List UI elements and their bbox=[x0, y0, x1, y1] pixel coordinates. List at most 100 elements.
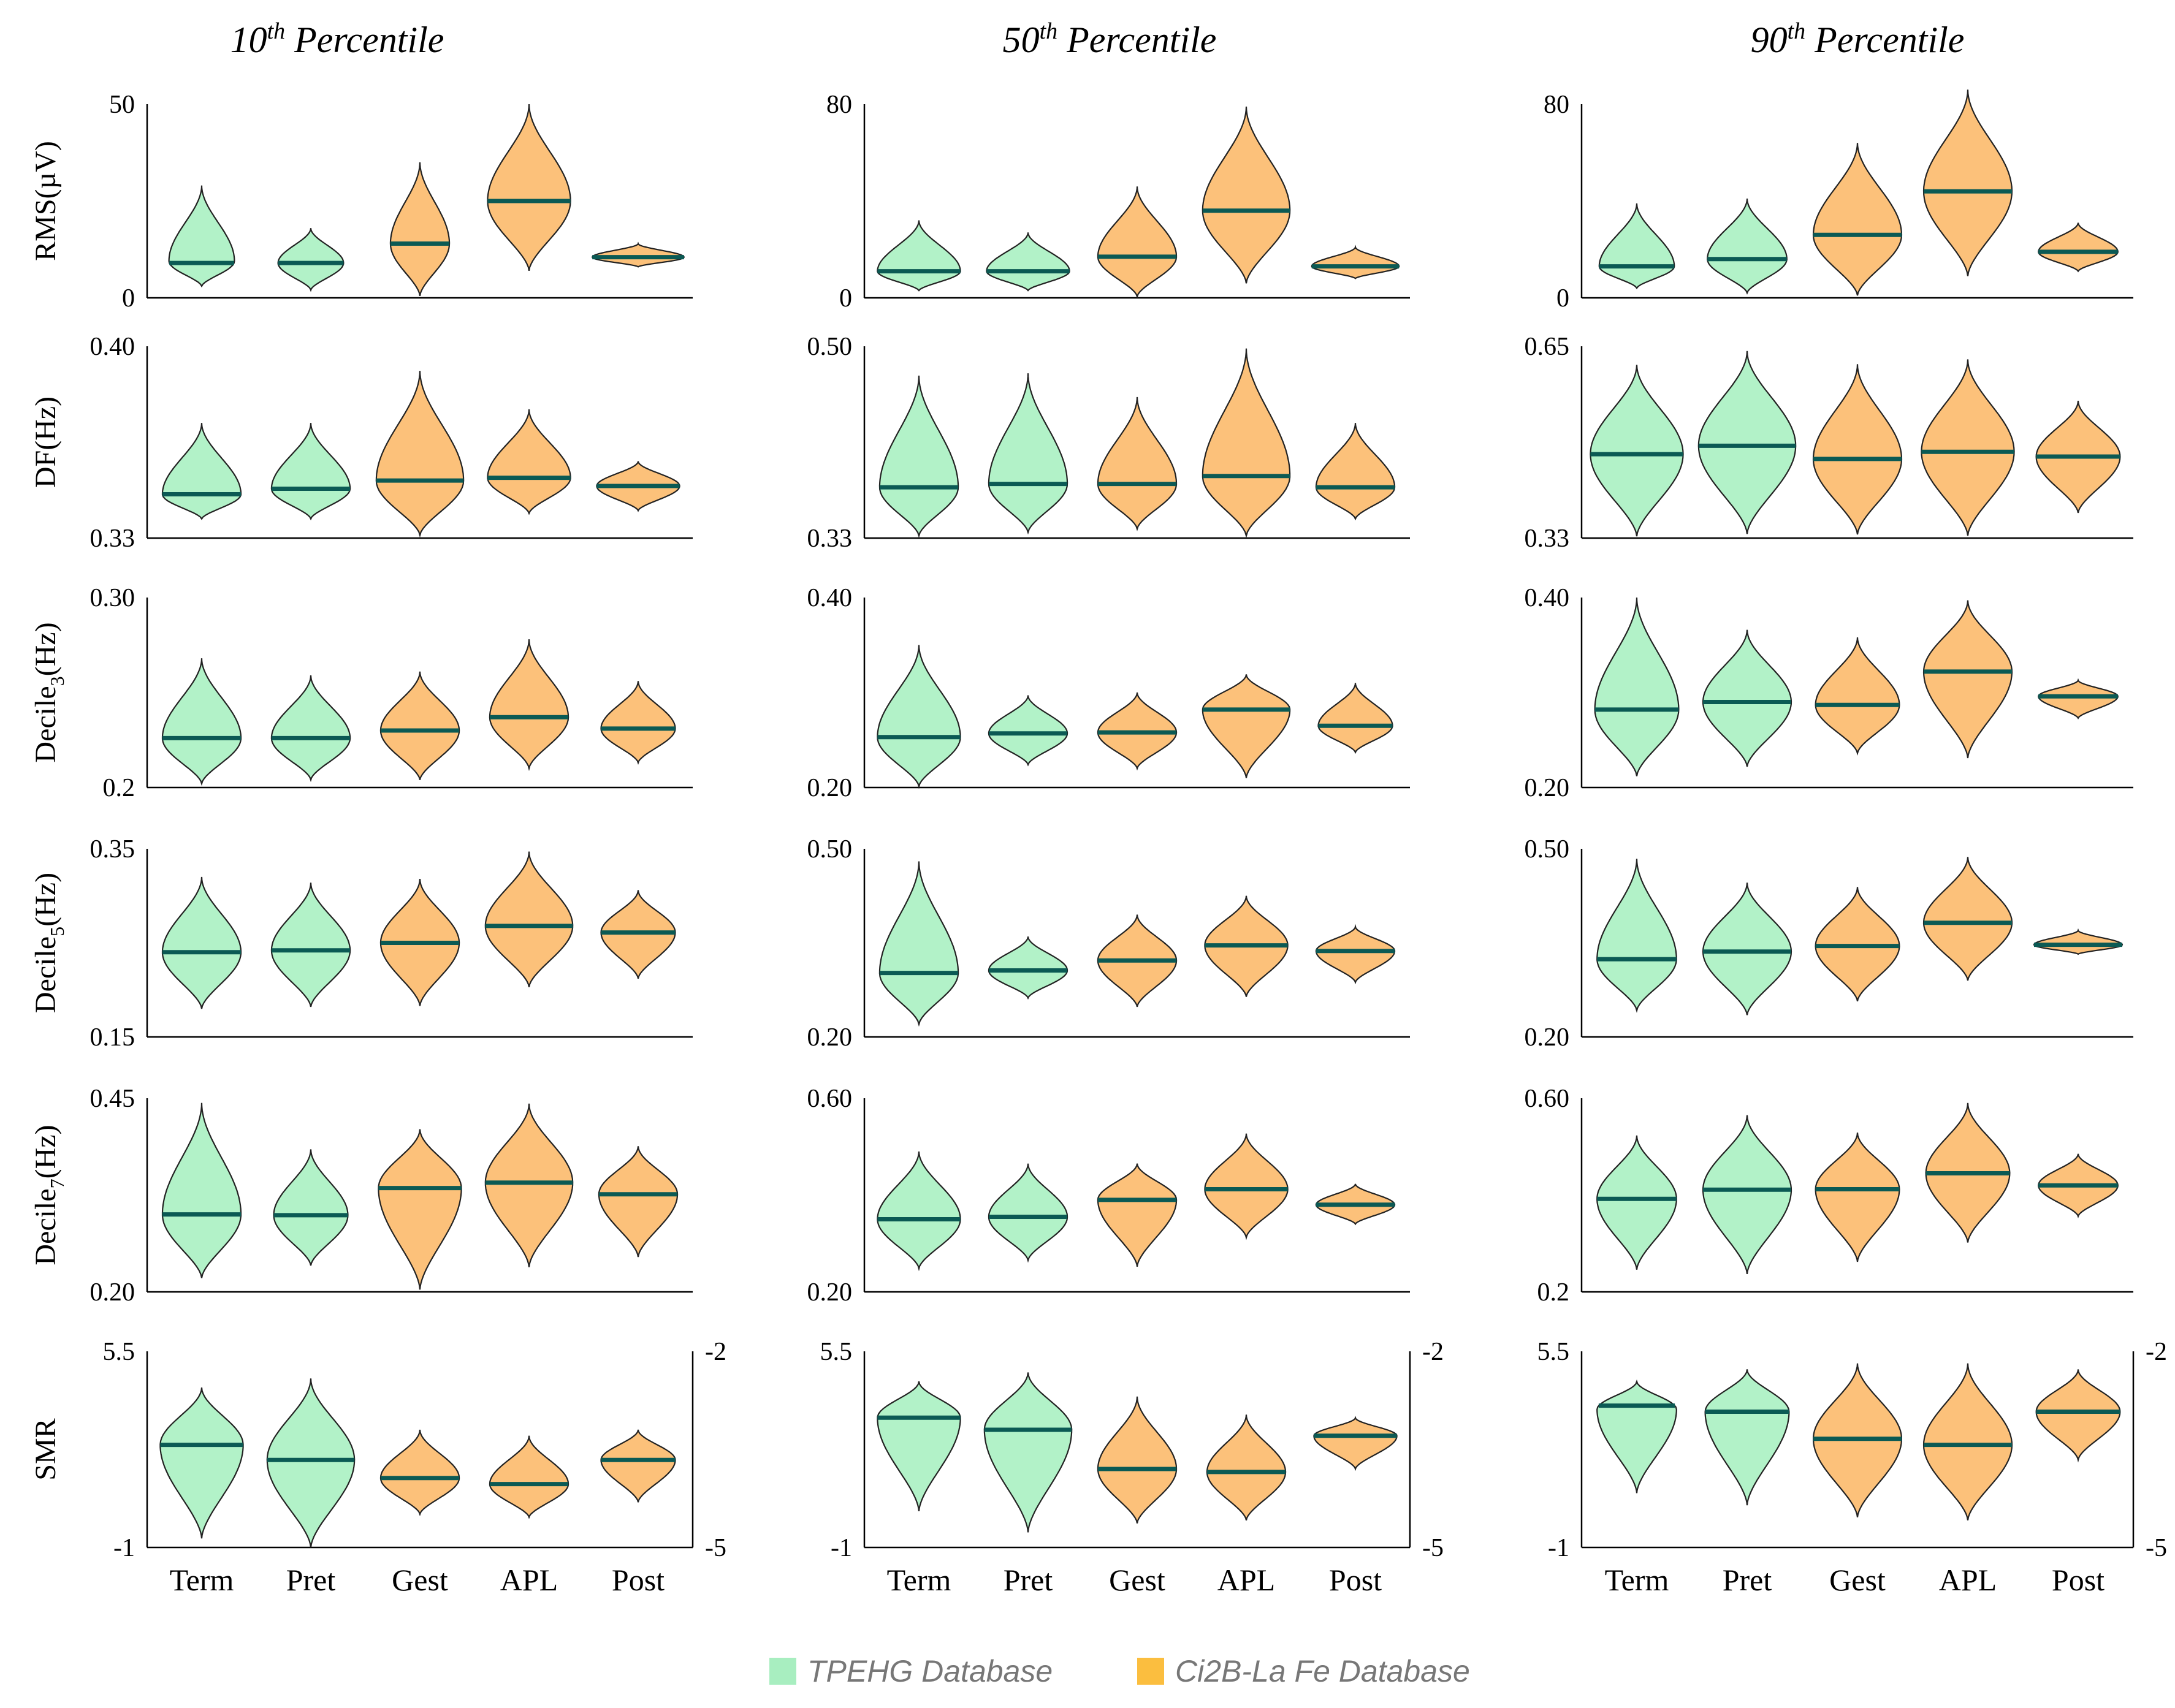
violin-apl bbox=[487, 104, 571, 271]
violin-pret bbox=[270, 423, 351, 521]
violin-term bbox=[1596, 859, 1677, 1013]
violin-term bbox=[878, 375, 959, 538]
category-label-pret: Pret bbox=[1004, 1563, 1053, 1597]
violin-term bbox=[1590, 365, 1684, 537]
y-tick-label-min: 0 bbox=[122, 284, 135, 313]
column-title-text: Percentile bbox=[1805, 20, 1964, 60]
category-label-apl: APL bbox=[1217, 1563, 1275, 1597]
y-tick-label-max: 0.65 bbox=[1525, 333, 1570, 361]
violin-apl bbox=[1922, 857, 2013, 981]
row-label-end: (Hz) bbox=[29, 1125, 62, 1179]
row-label-main: Decile bbox=[29, 1188, 62, 1265]
y-tick-label-min: 0.20 bbox=[807, 774, 853, 802]
y-tick-label-max: 5.5 bbox=[820, 1338, 853, 1366]
violin-term bbox=[161, 658, 242, 786]
panel-c0-r5: 5.5 -1 -2 -5 SMR Term Pret Gest APL Post bbox=[29, 1338, 726, 1597]
column-title-number: 10 bbox=[230, 20, 267, 60]
violin-apl bbox=[1206, 1414, 1287, 1520]
panel-c2-r5: 5.5 -1 -2 -5 Term Pret Gest APL Post bbox=[1537, 1338, 2168, 1597]
y-tick-label-max: 0.30 bbox=[90, 584, 135, 612]
column-title-number: 90 bbox=[1751, 20, 1788, 60]
violin-post bbox=[2038, 222, 2119, 273]
violin-apl bbox=[1922, 1363, 2013, 1520]
row-label-3: Decile5(Hz) bbox=[29, 873, 68, 1013]
violin-apl bbox=[1922, 89, 2013, 276]
y-tick-label-max: 5.5 bbox=[1537, 1338, 1570, 1366]
column-title-suffix: th bbox=[267, 18, 286, 44]
y-tick-label-max: 0.50 bbox=[1525, 835, 1570, 863]
column-title-1: 50th Percentile bbox=[1003, 18, 1217, 60]
category-label-term: Term bbox=[1605, 1563, 1669, 1597]
column-title-text: Percentile bbox=[285, 20, 444, 60]
y-tick-label-min: 0.20 bbox=[1525, 1023, 1570, 1052]
row-label-end: (Hz) bbox=[29, 622, 62, 676]
y-tick-label-max: 0.60 bbox=[1525, 1085, 1570, 1113]
y-tick-label-min: 0.20 bbox=[807, 1278, 853, 1307]
violin-apl bbox=[1202, 348, 1291, 539]
y-right-tick-label-min: -5 bbox=[2146, 1534, 2167, 1562]
y-tick-label-min: 0.2 bbox=[103, 774, 135, 802]
violin-term bbox=[878, 861, 959, 1027]
panel-c0-r0: 50 0 RMS(µV) bbox=[29, 91, 693, 313]
violin-post bbox=[600, 681, 676, 765]
violin-pret bbox=[1697, 351, 1797, 534]
violin-gest bbox=[389, 162, 451, 297]
violin-gest bbox=[1097, 1396, 1178, 1524]
violin-pret bbox=[1702, 629, 1792, 767]
violin-pret bbox=[986, 232, 1070, 292]
violin-pret bbox=[1702, 882, 1792, 1015]
violin-term bbox=[161, 423, 242, 520]
y-tick-label-min: 0 bbox=[839, 284, 852, 313]
violin-term bbox=[159, 1387, 244, 1539]
violin-gest bbox=[1815, 1132, 1900, 1262]
y-tick-label-min: 0.33 bbox=[807, 525, 853, 553]
y-tick-label-min: 0.33 bbox=[1525, 525, 1570, 553]
panel-c2-r4: 0.60 0.2 bbox=[1525, 1085, 2133, 1307]
y-tick-label-min: 0.20 bbox=[1525, 774, 1570, 802]
row-label-2: Decile3(Hz) bbox=[29, 622, 68, 762]
violin-term bbox=[877, 1151, 961, 1272]
violin-gest bbox=[379, 671, 460, 780]
y-tick-label-min: 0.20 bbox=[90, 1278, 135, 1307]
row-label-5: SMR bbox=[29, 1418, 62, 1480]
column-title-0: 10th Percentile bbox=[230, 18, 444, 60]
row-label-sub: 5 bbox=[46, 927, 68, 936]
y-tick-label-max: 0.40 bbox=[1525, 584, 1570, 612]
y-right-tick-label-min: -5 bbox=[1422, 1534, 1444, 1562]
violin-pret bbox=[1704, 1369, 1790, 1506]
category-label-post: Post bbox=[1329, 1563, 1382, 1597]
y-tick-label-min: 0 bbox=[1556, 284, 1569, 313]
legend-label-ci2b: Ci2B-La Fe Database bbox=[1175, 1654, 1470, 1688]
y-tick-label-min: 0.20 bbox=[807, 1023, 853, 1052]
row-label-main: Decile bbox=[29, 686, 62, 762]
violin-apl bbox=[1202, 106, 1291, 284]
y-tick-label-max: 0.60 bbox=[807, 1085, 853, 1113]
violin-apl bbox=[489, 1435, 569, 1519]
row-label-main: RMS( bbox=[29, 189, 62, 260]
row-label-4: Decile7(Hz) bbox=[29, 1125, 68, 1265]
violin-term bbox=[1594, 597, 1680, 776]
violin-post bbox=[1313, 1416, 1398, 1471]
violin-post bbox=[600, 1429, 676, 1503]
panel-c1-r2: 0.40 0.20 bbox=[807, 584, 1410, 802]
category-label-gest: Gest bbox=[392, 1563, 448, 1597]
violin-apl bbox=[489, 639, 569, 772]
row-label-main: SMR bbox=[29, 1418, 62, 1480]
violin-pret bbox=[1702, 1115, 1792, 1274]
y-right-tick-label-max: -2 bbox=[1422, 1338, 1444, 1366]
row-label-main: Decile bbox=[29, 936, 62, 1013]
category-label-apl: APL bbox=[500, 1563, 558, 1597]
row-label-sub: 3 bbox=[46, 676, 68, 686]
column-title-2: 90th Percentile bbox=[1751, 18, 1965, 60]
y-tick-label-max: 0.50 bbox=[807, 333, 853, 361]
violin-apl bbox=[484, 851, 574, 987]
category-label-pret: Pret bbox=[286, 1563, 336, 1597]
violin-apl bbox=[1922, 600, 2013, 759]
violin-post bbox=[1311, 245, 1400, 279]
violin-pret bbox=[988, 695, 1068, 767]
y-right-tick-label-max: -2 bbox=[705, 1338, 726, 1366]
panel-c1-r3: 0.50 0.20 bbox=[807, 835, 1410, 1052]
category-label-gest: Gest bbox=[1829, 1563, 1886, 1597]
panel-c0-r4: 0.45 0.20 Decile7(Hz) bbox=[29, 1085, 693, 1307]
